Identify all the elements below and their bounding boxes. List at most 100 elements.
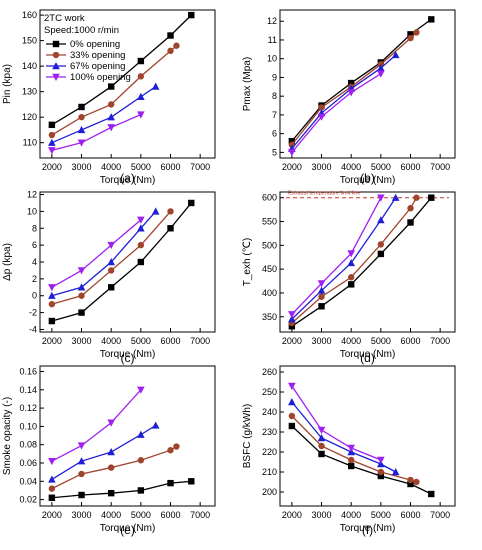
panel-caption: (b) [360, 171, 375, 185]
chart-panel-c: 2000 3000 4000 5000 6000 7000 -4 -2 0 2 4 6 8 10 12 Tor… [2, 190, 216, 365]
x-tick-label: 3000 [312, 336, 332, 346]
x-tick-label: 2000 [282, 510, 302, 520]
y-tick-label: 0.14 [19, 385, 37, 395]
plot-frame [279, 191, 456, 333]
y-tick-label: 4 [32, 257, 37, 267]
series-100-opening [288, 194, 385, 319]
data-point [137, 487, 145, 494]
data-point [428, 490, 435, 498]
data-point [428, 194, 435, 201]
x-tick-label: 4000 [341, 510, 361, 520]
x-axis-label: Torque (Nm) [340, 523, 396, 534]
data-point [377, 250, 385, 258]
panel-caption: (f) [362, 523, 373, 537]
y-tick-label: 7 [272, 110, 277, 120]
data-point [167, 446, 174, 454]
y-tick-label: 110 [23, 138, 37, 148]
y-axis-label: Smoke opacity (-) [2, 397, 13, 475]
data-point [107, 124, 115, 132]
x-tick-label: 6000 [160, 162, 180, 172]
data-point [48, 300, 56, 308]
series-line [291, 425, 432, 495]
legend-entry: 33% opening [46, 50, 125, 61]
data-point [48, 317, 56, 325]
y-tick-label: 0.16 [19, 366, 37, 376]
data-point [413, 29, 420, 36]
x-tick-label: 5000 [131, 510, 151, 520]
x-tick-label: 7000 [430, 336, 450, 346]
series-33-opening [288, 412, 420, 486]
legend-label: 33% opening [70, 50, 125, 61]
series-100-opening [288, 382, 385, 464]
data-point [137, 224, 145, 232]
data-point [137, 457, 145, 464]
data-point [347, 79, 355, 87]
x-tick-label: 4000 [101, 510, 121, 520]
data-point [107, 258, 115, 266]
x-tick-label: 2000 [282, 336, 302, 346]
data-point [347, 89, 355, 97]
x-axis-label: Torque (Nm) [340, 175, 396, 186]
data-point [391, 50, 400, 59]
legend-label: 100% opening [70, 72, 131, 83]
data-point [48, 291, 56, 299]
x-tick-label: 2000 [42, 336, 62, 346]
y-tick-label: -4 [29, 324, 37, 334]
y-tick-label: 160 [22, 10, 37, 20]
x-axis-label: Torque (Nm) [100, 349, 156, 360]
data-point [107, 113, 115, 121]
data-point [77, 442, 86, 450]
data-point [377, 456, 385, 464]
data-point [48, 475, 56, 483]
data-point [78, 491, 85, 499]
x-tick-label: 7000 [190, 510, 210, 520]
data-point [317, 426, 326, 434]
data-point [377, 64, 385, 72]
y-tick-label: 9 [272, 72, 277, 82]
x-axis-label: Torque (Nm) [100, 175, 156, 186]
y-tick-label: 120 [22, 112, 37, 122]
y-tick-label: 200 [262, 487, 277, 497]
series-100-opening [288, 70, 385, 157]
data-point [78, 292, 85, 299]
data-point [288, 311, 296, 319]
y-tick-label: 0.08 [19, 440, 37, 450]
y-tick-label: 400 [262, 288, 277, 298]
y-tick-label: 250 [262, 387, 277, 397]
data-point [77, 283, 86, 291]
y-tick-label: 10 [267, 54, 277, 64]
x-tick-label: 5000 [371, 510, 391, 520]
y-tick-label: 150 [22, 36, 37, 46]
legend-entry: 0% opening [46, 39, 120, 50]
data-point [48, 284, 56, 292]
data-point [377, 472, 385, 480]
x-axis-label: Torque (Nm) [340, 349, 396, 360]
data-point [318, 303, 325, 310]
data-point [188, 478, 195, 485]
series-line [291, 197, 382, 315]
data-point [318, 104, 325, 111]
y-axis-label: T_exh (℃) [242, 238, 253, 286]
data-point [288, 412, 296, 420]
y-axis-label: Pmax (Mpa) [242, 57, 253, 111]
series-100-opening [48, 386, 145, 466]
data-point [48, 485, 56, 492]
series-100-opening [48, 111, 145, 155]
series-line [51, 389, 142, 462]
x-tick-label: 4000 [101, 336, 121, 346]
data-point [288, 137, 296, 145]
series-0-opening [48, 478, 195, 501]
legend-entry: 67% opening [46, 61, 125, 72]
series-line [291, 197, 397, 320]
series-67-opening [48, 207, 160, 299]
series-67-opening [288, 193, 400, 323]
x-tick-label: 4000 [101, 162, 121, 172]
series-33-opening [48, 208, 174, 308]
data-point [107, 419, 115, 427]
data-point [377, 194, 385, 202]
data-point [107, 241, 115, 250]
data-point [318, 293, 325, 300]
series-0-opening [48, 199, 195, 325]
panel-caption: (d) [360, 351, 375, 365]
